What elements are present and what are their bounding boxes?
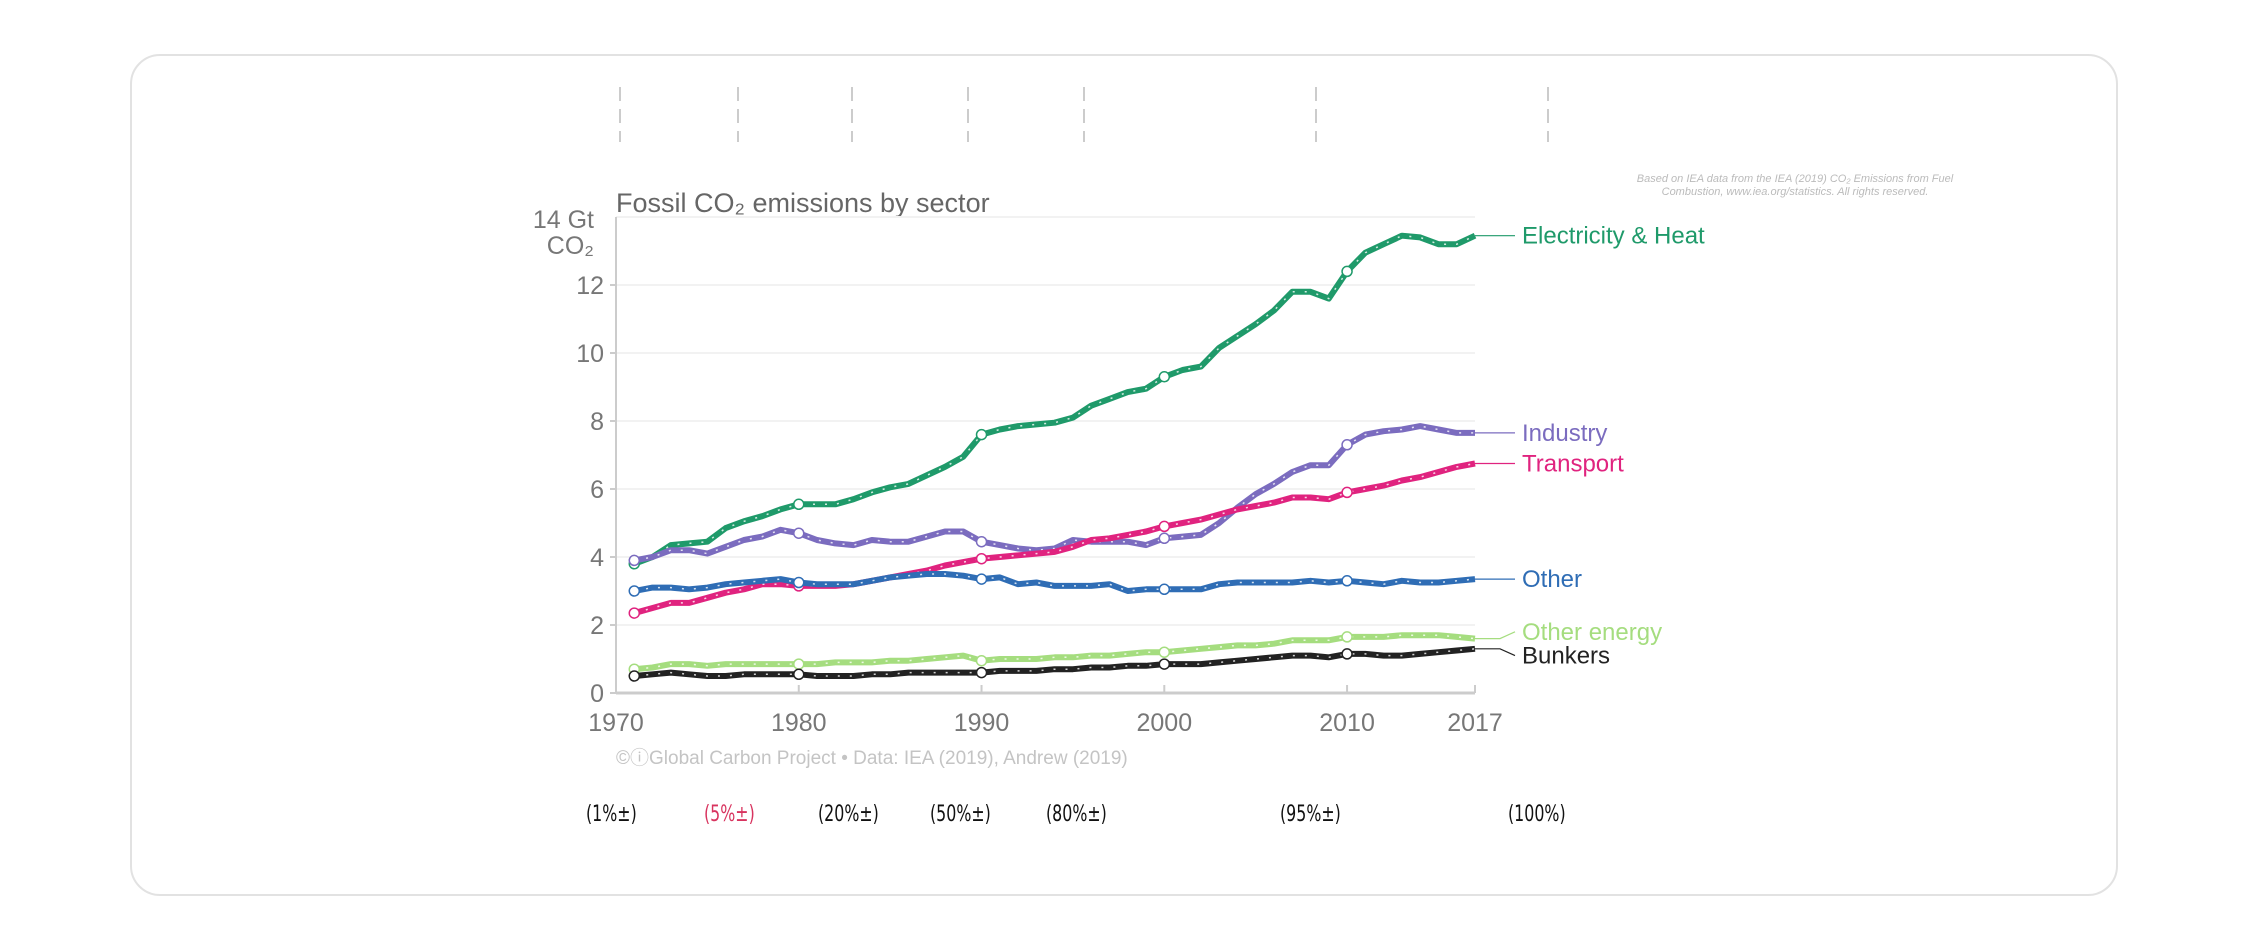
decade-marker [793,658,805,670]
series-label: Transport [1522,451,1624,478]
credit-text: ©ⓘGlobal Carbon Project • Data: IEA (201… [616,747,1128,769]
decade-marker [793,576,805,589]
series-electricity-heat: Electricity & Heat [628,223,1705,570]
decade-marker [1158,371,1171,383]
decade-marker [1158,646,1171,658]
y-tick-label: 10 [576,340,604,368]
scale-label: (5%±) [704,802,755,827]
series-dots [634,234,1476,565]
y-tick-label: 2 [590,612,604,640]
decade-marker [1158,532,1171,545]
y-tick-label: 12 [576,272,604,300]
decade-marker [975,573,988,585]
series-line [633,632,1476,673]
decade-marker [1341,575,1353,587]
y-tick-label: 6 [590,476,604,504]
series-other: Other [628,566,1582,597]
decade-marker [628,585,641,597]
decade-marker [628,554,641,567]
y-tick-label: 4 [590,544,604,572]
decade-marker [1158,520,1171,533]
decade-marker [1158,658,1171,670]
series-dots [634,648,1476,677]
decade-marker [1341,648,1353,660]
scale-label: (20%±) [818,802,879,827]
chart-card [130,54,2118,896]
series-transport: Transport [628,451,1624,619]
label-leader [1475,631,1516,640]
decade-marker [975,535,988,548]
x-tick-label: 1990 [954,709,1010,737]
y-unit-line-2: CO₂ [547,232,594,260]
decade-marker [793,498,805,511]
axes: 0 2 4 6 8 10 12 1970 1980 1990 2000 2010 2017 [576,217,1503,737]
x-tick-label: 2000 [1136,709,1192,737]
scale-label: (100%) [1508,802,1566,827]
scale-label: (1%±) [586,802,637,827]
source-note-line-2: Combustion, www.iea.org/statistics. All … [1662,186,1929,198]
y-tick-label: 8 [590,408,604,436]
decade-marker [975,552,988,565]
decade-marker [1341,486,1353,499]
decade-marker [975,654,988,667]
series-industry: Industry [628,420,1607,567]
series-dots [634,425,1475,562]
chart-title: Fossil CO₂ emissions by sector [616,188,990,218]
series-label: Electricity & Heat [1522,223,1705,250]
scale-label: (80%±) [1046,802,1107,827]
series-line [633,460,1476,616]
decade-marker [1341,439,1353,451]
decade-marker [793,668,805,681]
series-label: Bunkers [1522,643,1610,670]
decade-marker [975,428,988,441]
series-label: Other [1522,566,1582,593]
y-tick-label: 0 [590,680,604,708]
series-label: Other energy [1522,619,1662,646]
decade-marker [975,666,988,679]
x-tick-label: 1980 [771,709,827,737]
decade-marker [1341,265,1353,278]
series-bunkers: Bunkers [628,643,1610,682]
decade-marker [628,607,641,619]
decade-marker [793,527,805,539]
x-tick-label: 1970 [588,709,644,737]
series-line [633,571,1476,594]
label-leader [1475,648,1516,657]
series-other-energy: Other energy [628,619,1662,675]
series-lines: Electricity & Heat Industry Transport Other… [628,223,1705,682]
series-label: Industry [1522,420,1607,447]
x-tick-label: 2017 [1447,709,1503,737]
scale-label: (50%±) [930,802,991,827]
decade-marker [1341,631,1353,643]
source-note-line-1: Based on IEA data from the IEA (2019) CO… [1637,173,1954,185]
decade-marker [628,670,641,682]
scale-markers [619,87,1549,142]
x-tick-label: 2010 [1319,709,1375,737]
scale-label: (95%±) [1280,802,1341,827]
decade-marker [1158,583,1171,596]
y-unit-line-1: 14 Gt [533,206,594,234]
